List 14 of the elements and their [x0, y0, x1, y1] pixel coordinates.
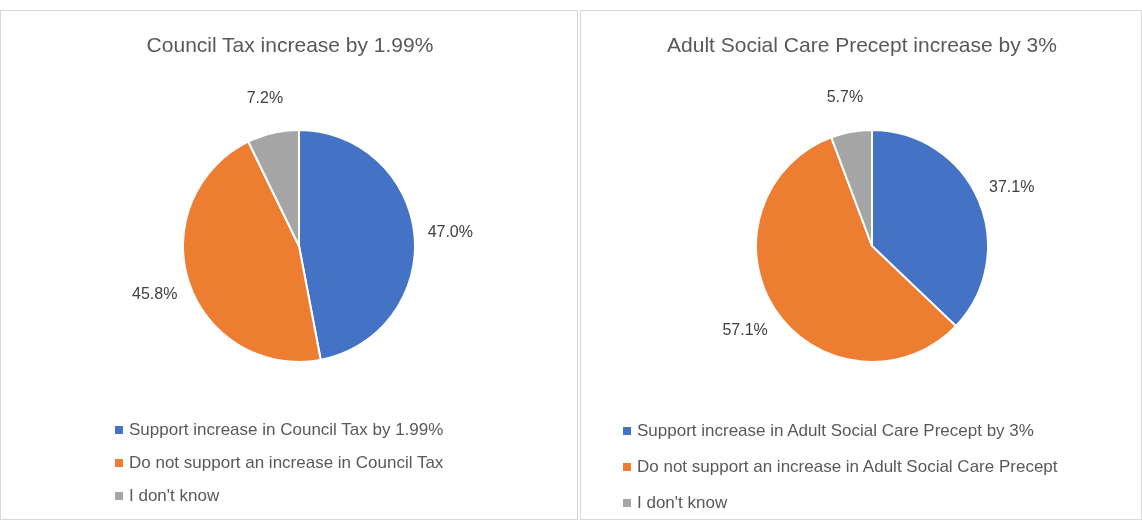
chart-title: Adult Social Care Precept increase by 3% [666, 33, 1058, 57]
legend-label: I don't know [129, 485, 220, 506]
legend-label: Do not support an increase in Council Tax [129, 452, 444, 473]
chart-title: Council Tax increase by 1.99% [145, 33, 435, 57]
legend-label: Support increase in Adult Social Care Precept by 3% [637, 421, 1034, 441]
data-label: 5.7% [826, 87, 864, 105]
data-label: 7.2% [246, 89, 284, 107]
data-label: 45.8% [132, 285, 178, 303]
legend-label: I don't know [637, 493, 728, 513]
legend-label: Do not support an increase in Adult Social Care Precept [637, 457, 1058, 477]
data-label: 57.1% [722, 321, 768, 339]
legend-label: Support increase in Council Tax by 1.99% [129, 419, 444, 440]
data-label: 37.1% [989, 177, 1035, 195]
data-label: 47.0% [427, 223, 474, 241]
